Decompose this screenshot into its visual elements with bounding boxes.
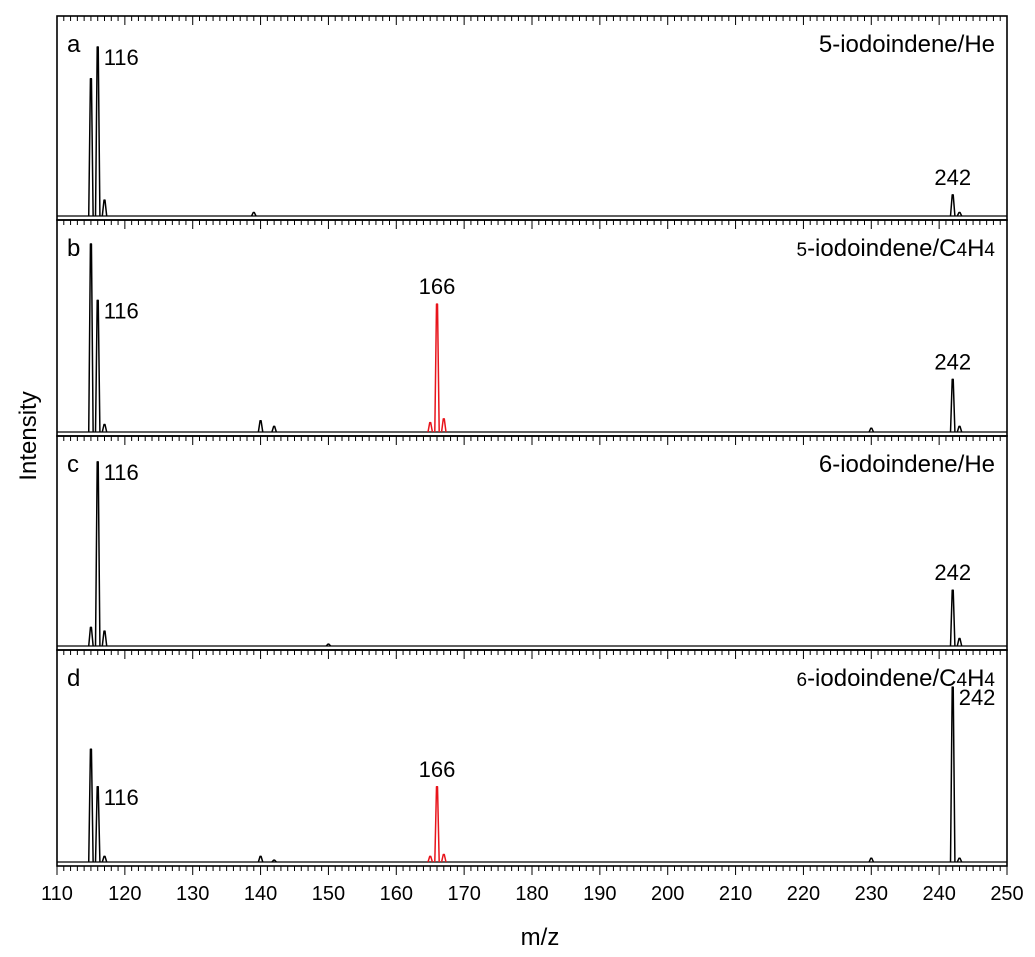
panel-label: 5-iodoindene/C4H4: [796, 235, 995, 262]
x-tick-label: 110: [41, 883, 73, 905]
peak-label-242: 242: [959, 685, 996, 710]
peak-150: [325, 643, 332, 647]
panel-a: a 5-iodoindene/He 116 242: [56, 15, 1008, 221]
peak-166: [434, 786, 440, 863]
peak-117: [101, 855, 108, 863]
peak-165: [427, 421, 434, 433]
x-tick-label: 230: [855, 883, 888, 905]
peak-242: [949, 589, 956, 647]
x-tick-label: 150: [312, 883, 345, 905]
panel-letter: c: [67, 451, 79, 478]
peak-label-116: 116: [104, 785, 139, 810]
peak-243: [956, 211, 963, 217]
x-tick-label: 200: [651, 883, 684, 905]
peak-243: [956, 425, 963, 433]
peak-label-166: 166: [419, 274, 456, 299]
peak-243: [956, 637, 963, 647]
peak-115: [87, 748, 94, 863]
x-tick-label: 140: [244, 883, 277, 905]
panel-letter: d: [67, 665, 80, 692]
peak-116: [94, 461, 101, 647]
peak-142: [271, 425, 278, 433]
x-tick-label: 120: [108, 883, 141, 905]
peak-165: [427, 855, 434, 863]
peak-167: [440, 853, 447, 863]
peak-label-242: 242: [934, 349, 971, 374]
peak-142: [271, 859, 277, 863]
peak-167: [440, 418, 447, 433]
panel-label: 6-iodoindene/He: [819, 451, 995, 478]
peak-116: [94, 46, 101, 217]
x-axis-label: m/z: [521, 924, 560, 951]
x-tick-label: 160: [380, 883, 413, 905]
peak-242: [949, 378, 956, 433]
peak-label-242: 242: [934, 560, 971, 585]
peak-166: [434, 303, 440, 433]
peak-label-166: 166: [419, 757, 456, 782]
panel-letter: a: [67, 31, 81, 58]
panel-letter: b: [67, 235, 80, 262]
peak-label-116: 116: [104, 298, 139, 323]
peak-116: [94, 299, 101, 433]
x-tick-label: 190: [583, 883, 616, 905]
peak-243: [956, 857, 963, 863]
peak-140: [257, 419, 264, 433]
x-tick-label: 220: [787, 883, 820, 905]
panel-label: 5-iodoindene/He: [819, 31, 995, 58]
peak-label-116: 116: [104, 45, 139, 70]
y-axis-label: Intensity: [15, 391, 42, 480]
peak-116: [94, 786, 101, 863]
peak-label-242: 242: [934, 165, 971, 190]
x-tick-label: 210: [719, 883, 752, 905]
x-axis: 110 120 130 140 150 160 170 180 190 200 210 220 230 2…: [41, 866, 1024, 905]
x-tick-label: 170: [447, 883, 480, 905]
panel-b: b 5-iodoindene/C4H4 116 166 242: [56, 219, 1008, 437]
peak-115: [87, 77, 94, 217]
peak-140: [257, 855, 264, 863]
panel-c: c 6-iodoindene/He 116 242: [56, 435, 1008, 651]
x-tick-label: 130: [176, 883, 209, 905]
peak-139: [250, 211, 257, 217]
peak-230: [868, 427, 875, 433]
peak-117: [101, 199, 108, 217]
peak-label-116: 116: [104, 460, 139, 485]
peak-242: [949, 686, 956, 863]
peak-230: [868, 857, 875, 863]
panel-d: d 6-iodoindene/C4H4 116 166 242: [56, 649, 1008, 867]
panel-label: 6-iodoindene/C4H4: [796, 665, 995, 692]
x-tick-label: 240: [922, 883, 955, 905]
peak-115: [87, 626, 94, 647]
peak-115: [87, 243, 94, 433]
peak-117: [101, 423, 108, 433]
x-tick-label: 180: [515, 883, 548, 905]
peak-117: [101, 630, 108, 647]
spectra-panels: a 5-iodoindene/He 116 242 b 5-iodoindene/C4H4…: [56, 15, 1008, 867]
x-tick-label: 250: [990, 883, 1023, 905]
peak-242: [949, 194, 956, 217]
